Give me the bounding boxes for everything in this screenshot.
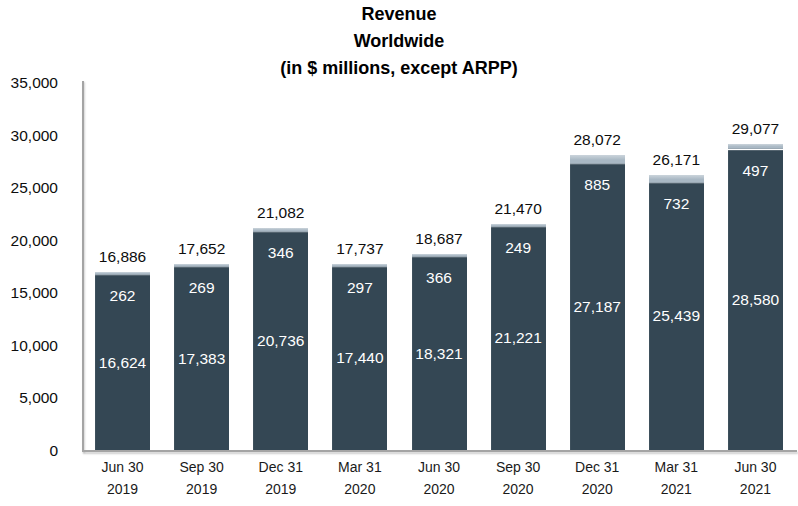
x-tick-label-line: 2021	[716, 478, 795, 500]
y-tick-label: 5,000	[0, 388, 58, 407]
bar-segment-secondary	[491, 224, 546, 227]
bar-value-label-primary: 16,624	[83, 353, 163, 372]
bar-value-label-secondary: 346	[241, 243, 321, 262]
bar-total-label: 17,737	[315, 239, 405, 258]
bar-total-label: 17,652	[157, 239, 247, 258]
x-tick-label-line: 2020	[558, 478, 637, 500]
bar-value-label-secondary: 262	[83, 286, 163, 305]
bar-value-label-secondary: 297	[320, 278, 400, 297]
bar-value-label-secondary: 249	[478, 238, 558, 257]
x-tick-label-line: Sep 30	[162, 456, 241, 478]
x-tick-label: Dec 312019	[241, 456, 320, 500]
x-tick-label-line: Dec 31	[241, 456, 320, 478]
bar-value-label-primary: 18,321	[399, 344, 479, 363]
bar-value-label-secondary: 366	[399, 268, 479, 287]
x-tick-label-line: 2020	[320, 478, 399, 500]
x-tick-label-line: Mar 31	[637, 456, 716, 478]
x-tick-label-line: Jun 30	[83, 456, 162, 478]
x-tick-label-line: 2020	[399, 478, 478, 500]
y-tick-label: 30,000	[0, 126, 58, 145]
bar-value-label-primary: 21,221	[478, 328, 558, 347]
x-tick-label-line: Dec 31	[558, 456, 637, 478]
bar-total-label: 21,082	[236, 203, 326, 222]
x-tick-label-line: Jun 30	[399, 456, 478, 478]
bar-segment-secondary	[570, 155, 625, 164]
chart-title-line-3: (in $ millions, except ARPP)	[0, 55, 798, 82]
y-tick-label: 0	[0, 441, 58, 460]
y-tick-label: 35,000	[0, 73, 58, 92]
y-tick-label: 15,000	[0, 283, 58, 302]
bar-value-label-secondary: 497	[715, 161, 795, 180]
bar-value-label-primary: 17,440	[320, 348, 400, 367]
x-tick-label-line: 2019	[162, 478, 241, 500]
bar-value-label-primary: 17,383	[162, 349, 242, 368]
bar-value-label-secondary: 732	[636, 194, 716, 213]
bar-segment-secondary	[728, 144, 783, 149]
bar-segment-secondary	[95, 272, 150, 275]
chart-title: Revenue Worldwide (in $ millions, except…	[0, 1, 798, 82]
x-tick-label: Jun 302020	[399, 456, 478, 500]
bar-value-label-secondary: 885	[557, 175, 637, 194]
bar-segment-secondary	[649, 175, 704, 183]
bar-value-label-primary: 20,736	[241, 331, 321, 350]
bar-value-label-primary: 28,580	[715, 290, 795, 309]
bar-total-label: 16,886	[78, 247, 168, 266]
y-tick-label: 20,000	[0, 231, 58, 250]
bar-segment-secondary	[332, 264, 387, 267]
x-tick-label: Jun 302019	[83, 456, 162, 500]
x-tick-label: Mar 312020	[320, 456, 399, 500]
x-tick-label: Mar 312021	[637, 456, 716, 500]
bar-total-label: 18,687	[394, 229, 484, 248]
x-tick-label-line: 2020	[479, 478, 558, 500]
x-tick-label-line: Jun 30	[716, 456, 795, 478]
bar-segment-secondary	[412, 254, 467, 258]
x-tick-label-line: Mar 31	[320, 456, 399, 478]
bar-value-label-primary: 27,187	[557, 297, 637, 316]
x-tick-label: Sep 302019	[162, 456, 241, 500]
bar-total-label: 29,077	[710, 119, 798, 138]
x-tick-label-line: Sep 30	[479, 456, 558, 478]
chart-title-line-1: Revenue	[0, 1, 798, 28]
x-tick-label-line: 2021	[637, 478, 716, 500]
x-axis-line	[82, 450, 797, 452]
bar-total-label: 28,072	[552, 130, 642, 149]
x-tick-label: Jun 302021	[716, 456, 795, 500]
bar-segment-secondary	[253, 228, 308, 232]
bar-total-label: 21,470	[473, 199, 563, 218]
bar-total-label: 26,171	[631, 150, 721, 169]
y-axis-line	[82, 81, 84, 452]
y-tick-label: 10,000	[0, 336, 58, 355]
y-tick-label: 25,000	[0, 178, 58, 197]
bar-value-label-secondary: 269	[162, 278, 242, 297]
bar-value-label-primary: 25,439	[636, 306, 716, 325]
x-tick-label: Dec 312020	[558, 456, 637, 500]
revenue-chart: Revenue Worldwide (in $ millions, except…	[0, 0, 798, 506]
bar-segment-secondary	[174, 264, 229, 267]
chart-title-line-2: Worldwide	[0, 28, 798, 55]
x-tick-label: Sep 302020	[479, 456, 558, 500]
x-tick-label-line: 2019	[83, 478, 162, 500]
x-tick-label-line: 2019	[241, 478, 320, 500]
